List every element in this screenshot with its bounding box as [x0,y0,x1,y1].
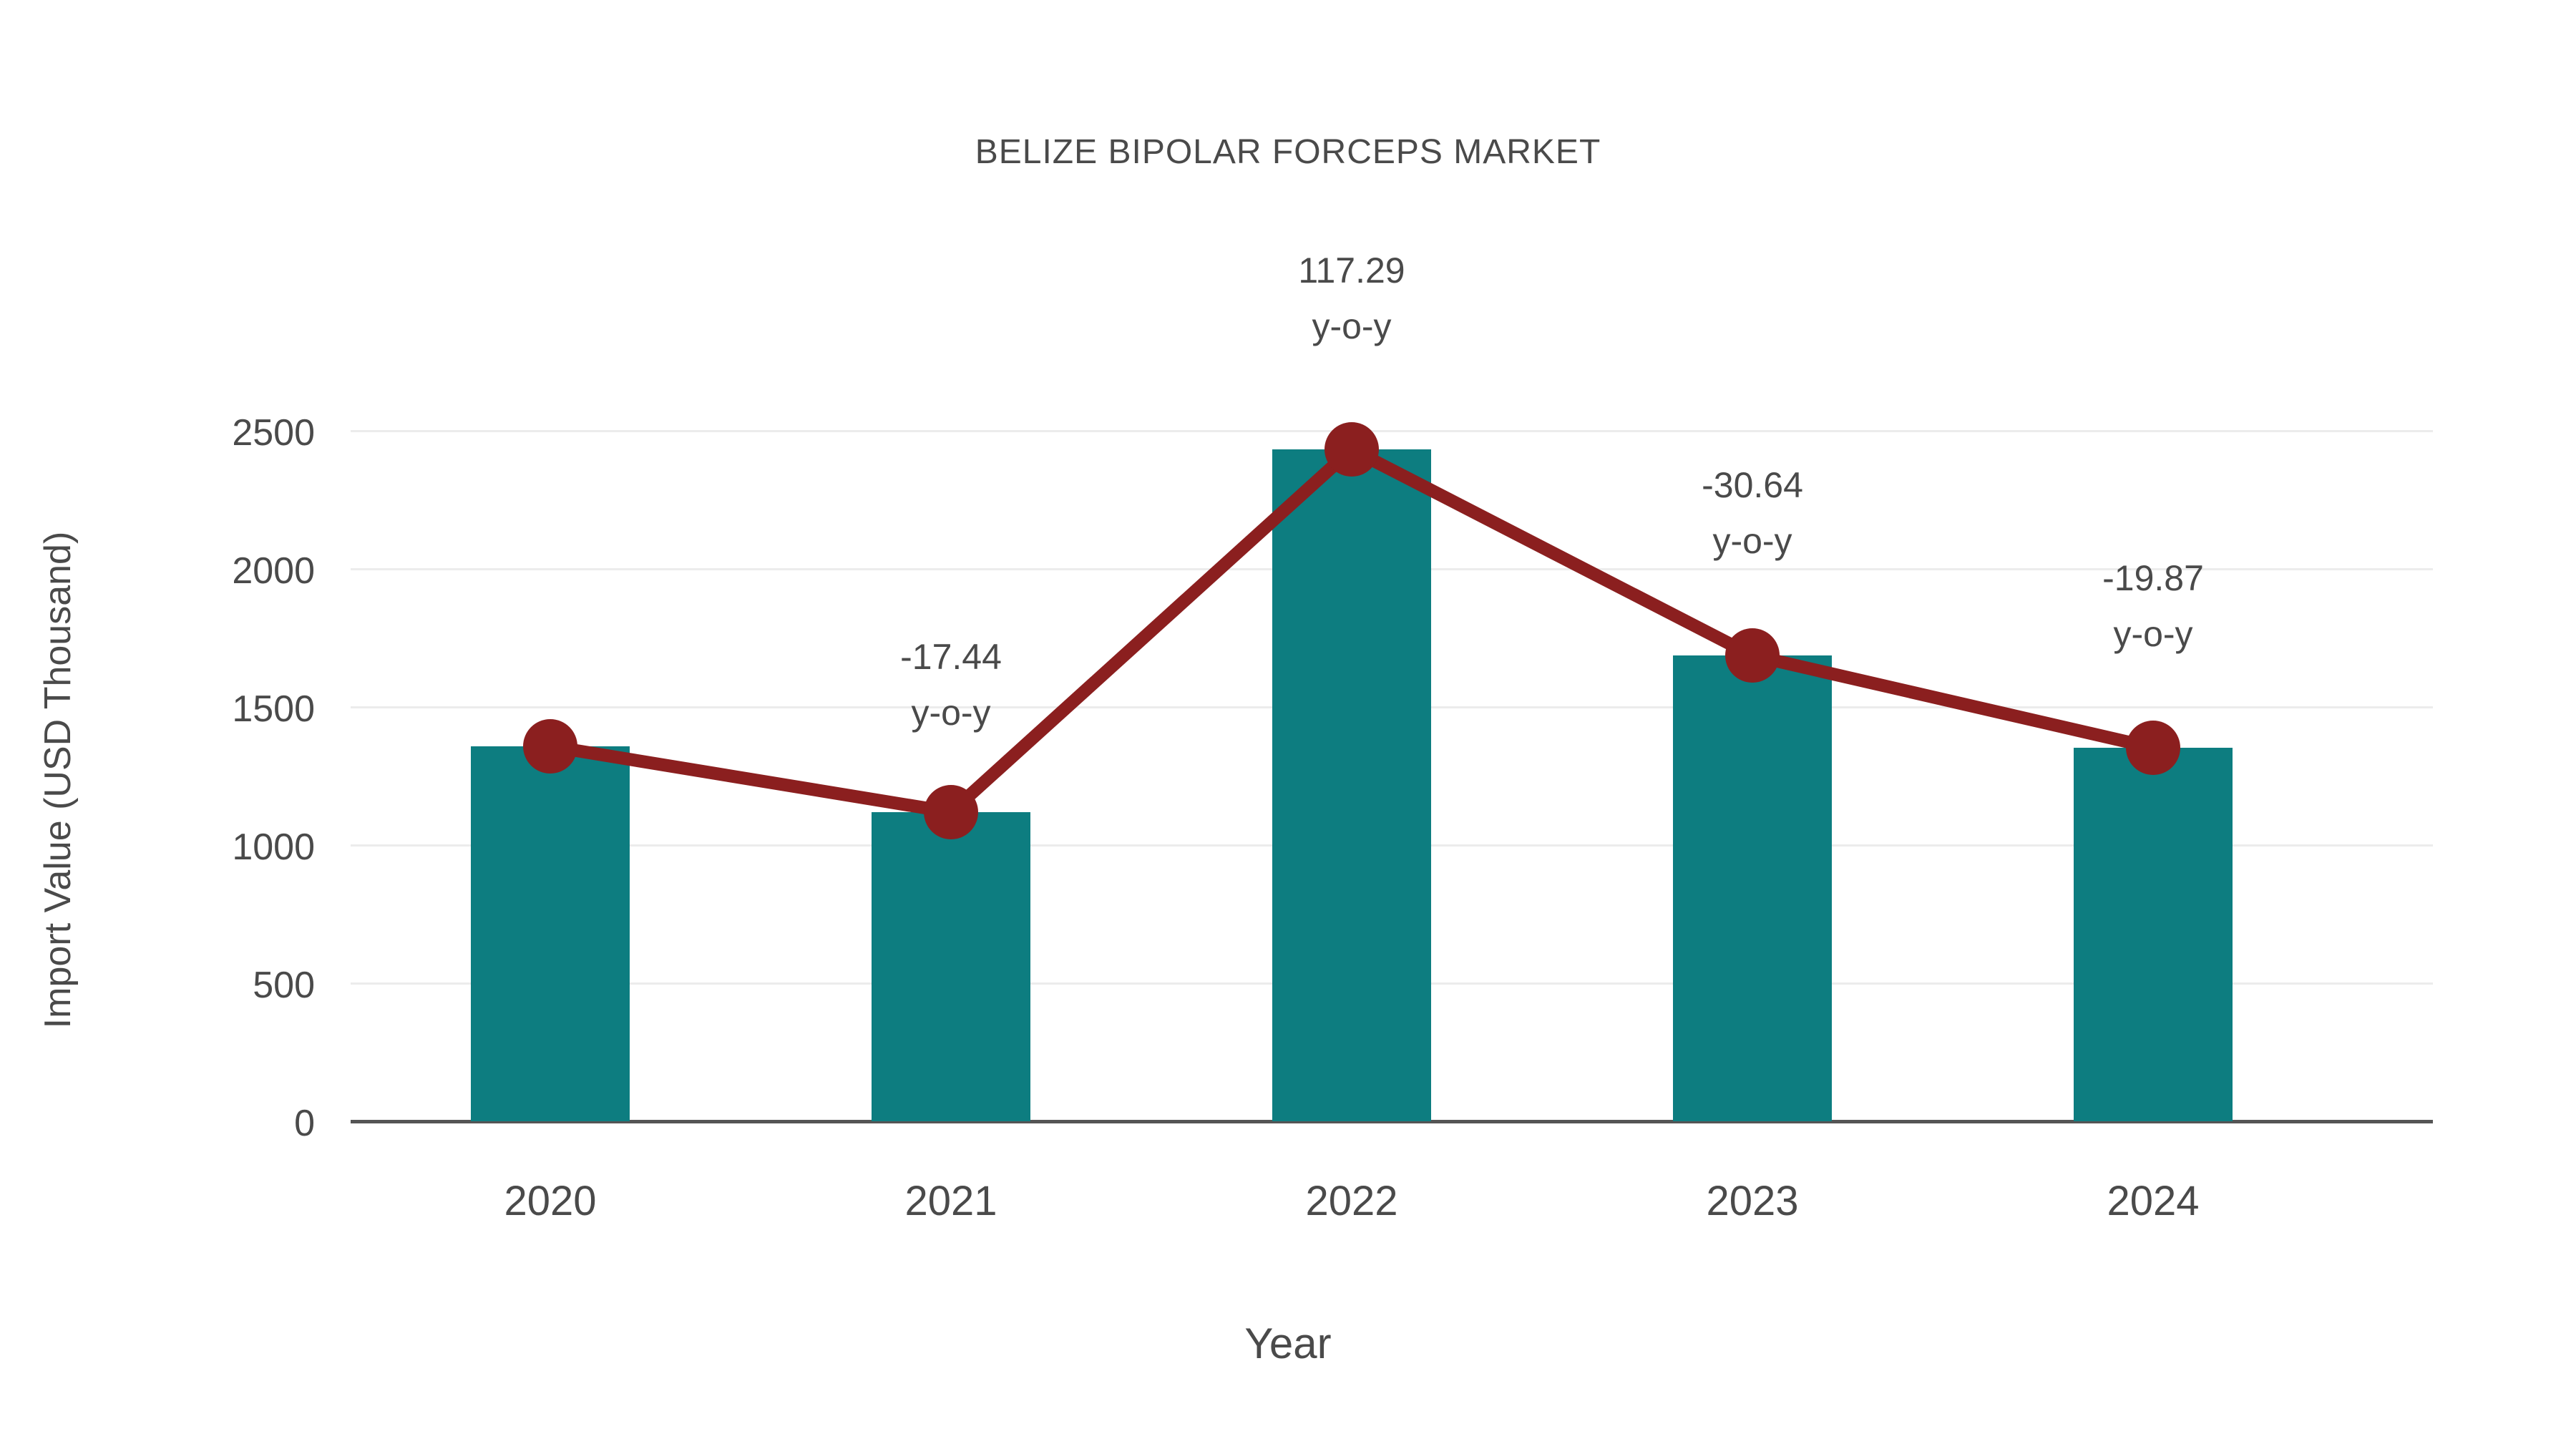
chart-title: BELIZE BIPOLAR FORCEPS MARKET [975,133,1601,171]
annotation-2024-unit: y-o-y [2113,613,2193,654]
y-tick-label-2500: 2500 [232,412,315,454]
annotation-2022: 117.29 y-o-y [1187,243,1516,354]
annotation-2024-value: -19.87 [2102,558,2204,598]
annotation-2022-value: 117.29 [1298,250,1405,291]
y-tick-label-500: 500 [253,965,315,1006]
y-tick-label-1500: 1500 [232,688,315,730]
bar-2024[interactable] [2074,748,2233,1121]
x-tick-label-2021: 2021 [904,1178,997,1224]
x-axis-title: Year [1244,1319,1332,1367]
plot-area [351,401,2433,1159]
x-tick-label-2020: 2020 [504,1178,597,1224]
gridline-2500 [351,430,2433,432]
annotation-2021-unit: y-o-y [911,692,991,733]
bar-2022[interactable] [1272,449,1431,1121]
annotation-2021: -17.44 y-o-y [786,630,1116,741]
x-tick-label-2022: 2022 [1305,1178,1398,1224]
y-tick-label-1000: 1000 [232,826,315,868]
annotation-2024: -19.87 y-o-y [1989,551,2318,662]
annotation-2021-value: -17.44 [900,637,1002,677]
y-axis-title: Import Value (USD Thousand) [37,531,79,1029]
bar-2021[interactable] [872,812,1030,1121]
annotation-2023-unit: y-o-y [1712,520,1792,561]
bar-2023[interactable] [1673,655,1832,1121]
x-tick-label-2023: 2023 [1706,1178,1799,1224]
y-tick-label-2000: 2000 [232,550,315,592]
bar-2020[interactable] [471,746,630,1121]
annotation-2023: -30.64 y-o-y [1588,458,1917,569]
annotation-2022-unit: y-o-y [1312,306,1392,346]
x-axis-line [351,1120,2433,1123]
x-tick-label-2024: 2024 [2107,1178,2200,1224]
y-tick-label-0: 0 [294,1103,315,1144]
annotation-2023-value: -30.64 [1702,465,1803,505]
